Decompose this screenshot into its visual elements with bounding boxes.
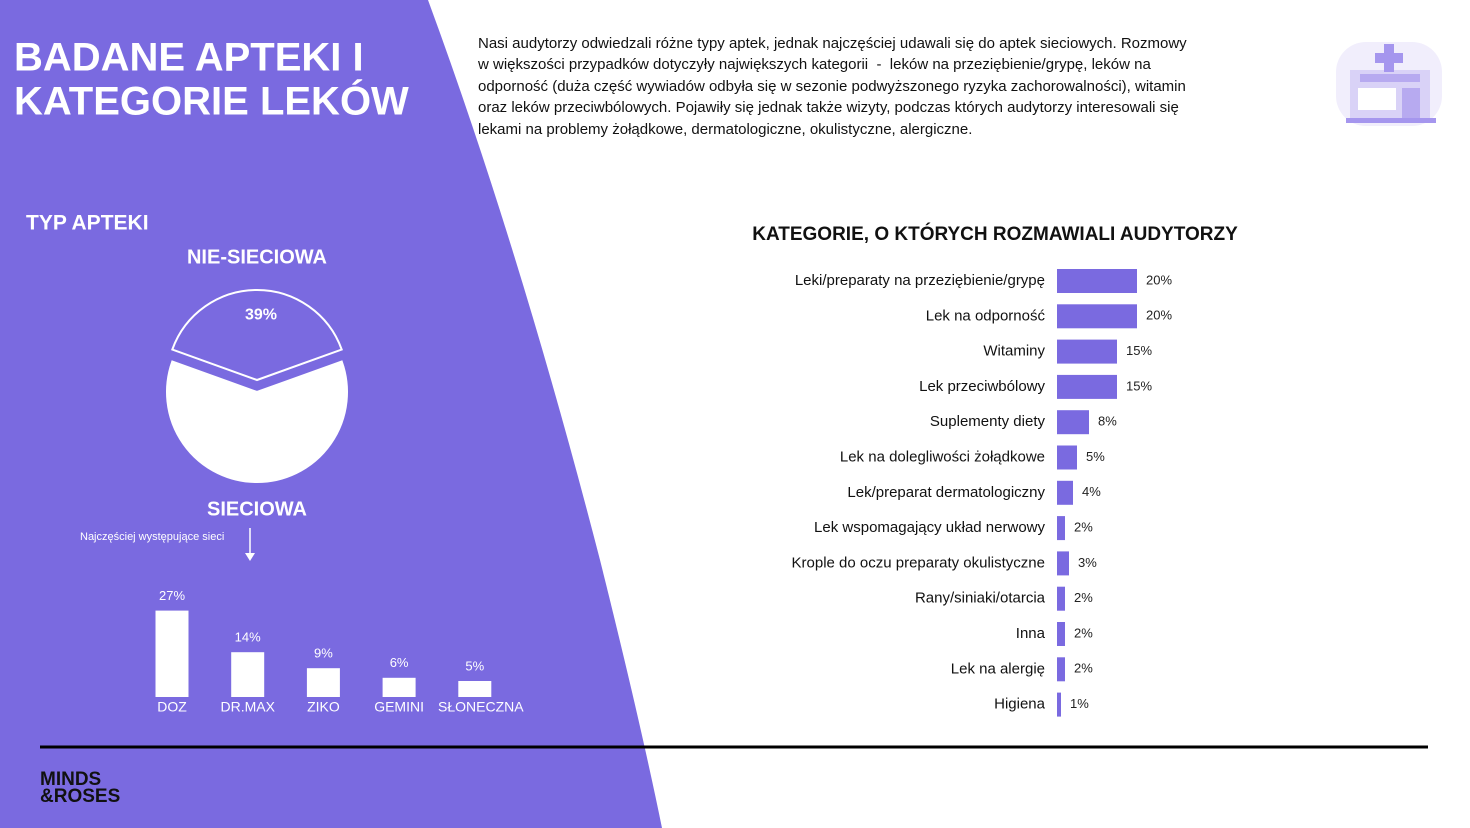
pie-value-label: 39% (245, 306, 277, 323)
bar (1057, 586, 1065, 611)
value-label: 2% (1074, 625, 1093, 640)
value-label: 3% (1078, 555, 1097, 570)
bar (1057, 551, 1069, 576)
value-label: 5% (1086, 449, 1105, 464)
value-label: 1% (1070, 696, 1089, 711)
category-label: Inna (1016, 625, 1046, 642)
slide-title: BADANE APTEKI I (14, 36, 364, 80)
bar (1057, 410, 1089, 435)
bar (1057, 692, 1061, 717)
intro-line: Nasi audytorzy odwiedzali różne typy apt… (478, 35, 1187, 52)
pie-slice (166, 360, 348, 484)
bar (306, 668, 340, 697)
category-label: Suplementy diety (930, 413, 1046, 430)
annotation: Najczęściej występujące sieci (80, 531, 224, 543)
bar (1057, 445, 1077, 470)
value-label: 9% (314, 646, 333, 661)
category-label: Lek na odporność (926, 307, 1046, 324)
category-label: Lek na alergię (951, 660, 1045, 677)
bar (1057, 480, 1073, 505)
slide-title: KATEGORIE LEKÓW (14, 78, 409, 124)
value-label: 8% (1098, 414, 1117, 429)
category-label: Krople do oczu preparaty okulistyczne (792, 554, 1045, 571)
value-label: 2% (1074, 520, 1093, 535)
bar (1057, 374, 1117, 399)
bar (1057, 657, 1065, 682)
chart-title: KATEGORIE, O KTÓRYCH ROZMAWIALI AUDYTORZ… (752, 223, 1238, 245)
category-label: Higiena (994, 696, 1046, 713)
bar (1057, 304, 1137, 329)
value-label: 5% (465, 658, 484, 673)
category-label: Lek wspomagający układ nerwowy (814, 519, 1045, 536)
category-label: Lek przeciwbólowy (919, 378, 1045, 395)
pharmacy-icon (1336, 42, 1442, 126)
bar (231, 652, 265, 697)
bar (382, 677, 416, 697)
pie-slice (171, 289, 343, 382)
logo: &ROSES (40, 786, 120, 807)
logo: MINDS (40, 769, 101, 790)
value-label: 2% (1074, 590, 1093, 605)
pie-category-label: SIECIOWA (207, 498, 307, 520)
intro-line: oraz leków przeciwbólowych. Pojawiły się… (478, 99, 1179, 116)
category-label: Leki/preparaty na przeziębienie/grypę (795, 272, 1045, 289)
bar (1057, 516, 1065, 541)
category-label: Lek/preparat dermatologiczny (847, 484, 1045, 501)
value-label: 27% (159, 588, 185, 603)
bar (458, 681, 492, 697)
bar (1057, 269, 1137, 293)
value-label: 15% (1126, 343, 1152, 358)
category-label: ZIKO (307, 699, 340, 715)
category-label: DR.MAX (220, 699, 275, 715)
category-label: Witaminy (983, 343, 1045, 360)
value-label: 6% (390, 655, 409, 670)
intro-line: odporność (duża część wywiadów odbyła si… (478, 78, 1186, 95)
arrow-head (245, 553, 255, 561)
intro-line: w większości przypadków dotyczyły najwię… (477, 56, 1151, 73)
intro-line: lekami na problemy żołądkowe, dermatolog… (478, 121, 972, 138)
category-label: SŁONECZNA (438, 699, 524, 715)
value-label: 4% (1082, 484, 1101, 499)
value-label: 14% (235, 630, 261, 645)
intro: Nasi audytorzy odwiedzali różne typy apt… (477, 35, 1187, 138)
category-label: GEMINI (374, 699, 424, 715)
value-label: 20% (1146, 308, 1172, 323)
bar (155, 610, 189, 697)
pie-title: TYP APTEKI (26, 212, 149, 235)
category-label: Rany/siniaki/otarcia (915, 590, 1046, 607)
category-label: DOZ (157, 699, 187, 715)
bar (1057, 339, 1117, 364)
value-label: 20% (1146, 272, 1172, 287)
bar (1057, 622, 1065, 646)
value-label: 15% (1126, 378, 1152, 393)
category-label: Lek na dolegliwości żołądkowe (840, 448, 1045, 465)
value-label: 2% (1074, 661, 1093, 676)
pie-category-label: NIE-SIECIOWA (187, 246, 327, 268)
